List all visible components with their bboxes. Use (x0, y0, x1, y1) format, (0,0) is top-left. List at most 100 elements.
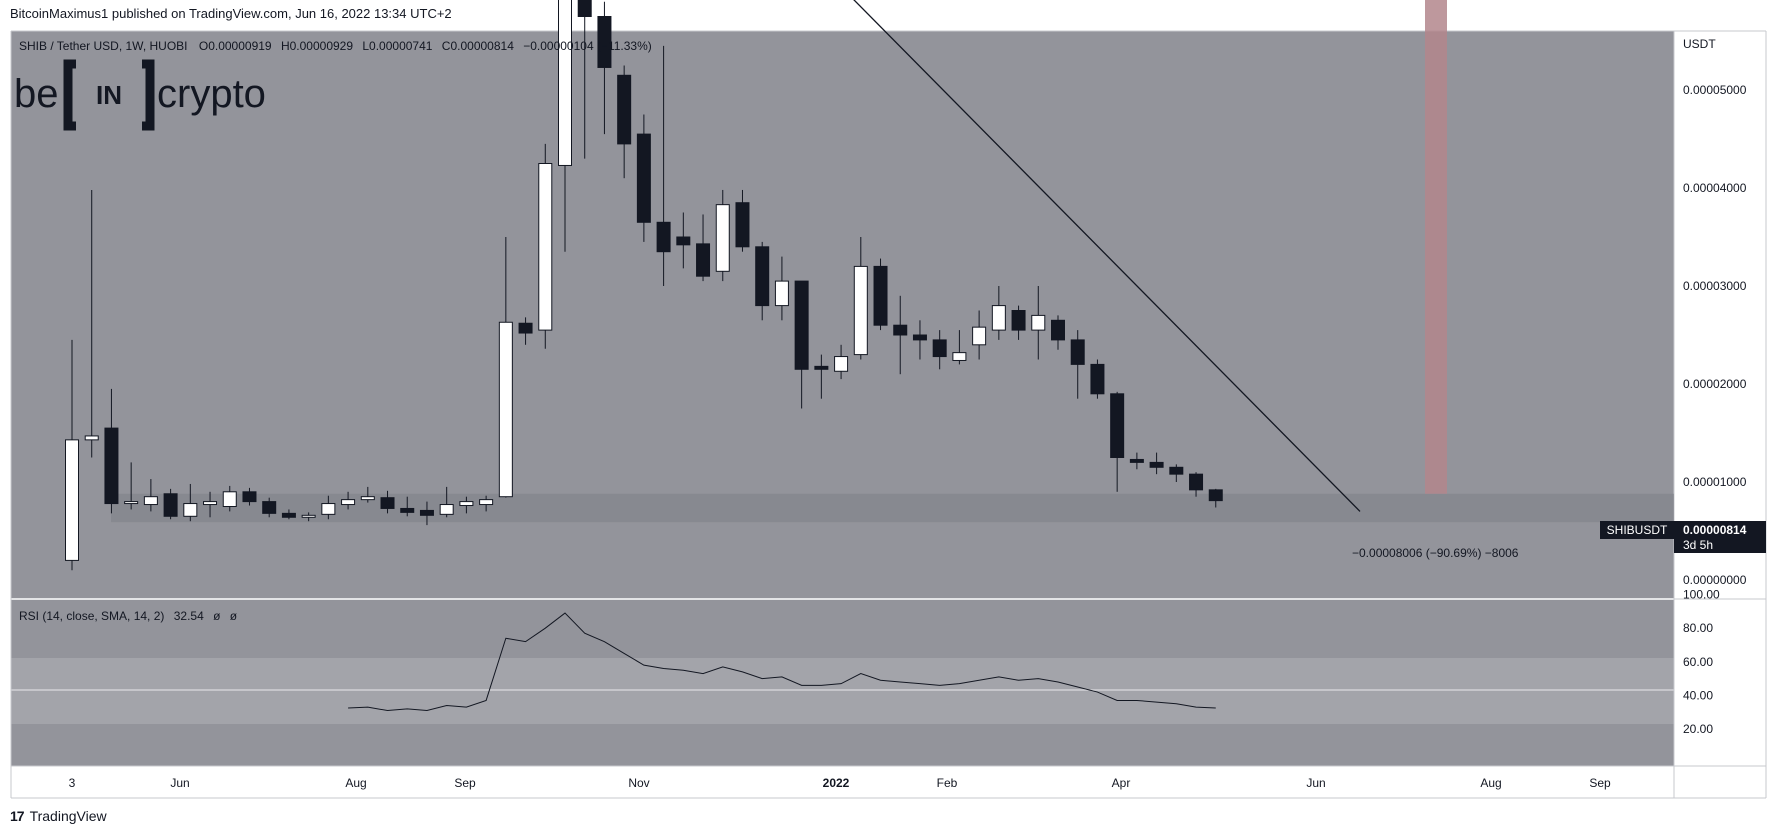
price-tick-label: 0.00000000 (1683, 573, 1747, 587)
x-axis-label: Jun (170, 776, 189, 790)
candle-down (755, 246, 770, 307)
x-axis-label: Aug (1480, 776, 1501, 790)
x-axis-label: 3 (69, 776, 76, 790)
candle-down (1149, 461, 1164, 468)
rsi-tick-label: 100.00 (1683, 588, 1720, 602)
candle-down (419, 509, 434, 516)
price-tick-label: 0.00005000 (1683, 83, 1747, 97)
open-value: 0.00000919 (208, 39, 272, 53)
high-label: H (281, 39, 290, 53)
tradingview-brand[interactable]: TradingView (29, 808, 107, 824)
rsi-tick-label: 40.00 (1683, 688, 1713, 702)
price-tick-label: 0.00003000 (1683, 279, 1747, 293)
candle-down (577, 0, 592, 17)
rsi-axis[interactable] (1674, 600, 1766, 766)
change-value: −0.00000104 (−11.33%) (523, 39, 652, 53)
logo-text-in: IN (96, 80, 122, 110)
candle-up (143, 496, 158, 506)
candle-up (853, 265, 868, 356)
rsi-line (348, 612, 1216, 712)
x-axis-label: Jun (1306, 776, 1325, 790)
price-tick-label: 0.00001000 (1683, 475, 1747, 489)
candle-down (1208, 489, 1223, 502)
candle-up (124, 501, 139, 505)
beincrypto-logo: be IN crypto (14, 59, 266, 131)
rsi-tick-label: 80.00 (1683, 621, 1713, 635)
candle-down (242, 491, 257, 503)
candle-up (774, 280, 789, 307)
candle-down (1011, 310, 1026, 331)
candle-down (1169, 466, 1184, 475)
price-tick-label: 0.00004000 (1683, 181, 1747, 195)
candle-down (1070, 339, 1085, 365)
candle-up (65, 439, 79, 561)
candle-down (794, 280, 809, 370)
candle-down (262, 501, 277, 514)
candle-down (1090, 363, 1105, 395)
rsi-extra-2: ø (230, 609, 238, 623)
candle-up (439, 504, 454, 515)
candle-down (1129, 458, 1144, 463)
x-axis-label: Sep (1589, 776, 1611, 790)
candle-up (183, 503, 198, 517)
candle-up (1031, 314, 1046, 331)
x-axis-label: Sep (454, 776, 476, 790)
candle-down (104, 427, 119, 505)
rsi-legend: RSI (14, close, SMA, 14, 2) 32.54 ø ø (19, 609, 238, 623)
candle-up (952, 352, 967, 361)
candle-down (814, 365, 829, 370)
x-axis-label: Nov (628, 776, 649, 790)
candle-up (341, 499, 356, 506)
rsi-label: RSI (14, close, SMA, 14, 2) (19, 609, 164, 623)
ohlc-legend: SHIB / Tether USD, 1W, HUOBI O0.00000919… (19, 39, 652, 53)
candle-up (972, 326, 987, 346)
candle-down (1110, 393, 1125, 458)
candle-down (400, 507, 415, 513)
candle-down (597, 16, 612, 68)
chart-canvas[interactable]: SHIB / Tether USD, 1W, HUOBI O0.00000919… (0, 0, 1777, 800)
candle-down (617, 74, 632, 145)
price-ticks: 0.000090000.000080000.000070000.00006000… (1683, 83, 1747, 587)
x-axis-label: 2022 (823, 776, 850, 790)
candle-up (301, 514, 316, 518)
high-value: 0.00000929 (290, 39, 354, 53)
candle-up (498, 321, 513, 498)
price-tag-symbol-box (1600, 521, 1674, 539)
target-zone-bar (1425, 0, 1447, 494)
tradingview-logo-icon: 17 (10, 808, 25, 824)
footer: 17 TradingView (10, 808, 107, 824)
candle-down (656, 221, 671, 253)
rsi-extra-1: ø (213, 609, 221, 623)
price-axis[interactable] (1674, 31, 1766, 598)
price-axis-unit: USDT (1683, 37, 1716, 51)
candle-down (932, 339, 947, 358)
candle-up (84, 435, 99, 441)
candle-down (163, 493, 178, 517)
candle-down (1051, 319, 1065, 341)
close-value: 0.00000814 (450, 39, 514, 53)
open-label: O (199, 39, 208, 53)
candle-up (991, 305, 1006, 331)
rsi-series (348, 612, 1216, 712)
rsi-ticks: 100.00 80.00 60.00 40.00 20.00 (1683, 588, 1720, 736)
candle-up (558, 0, 572, 166)
descending-resistance-line (853, 0, 1361, 512)
candle-up (834, 356, 849, 372)
price-tag-countdown: 3d 5h (1683, 538, 1713, 552)
x-axis-label: Feb (937, 776, 958, 790)
rsi-band (11, 658, 1674, 724)
time-axis[interactable] (11, 766, 1674, 798)
candle-up (222, 491, 237, 507)
support-zone (111, 493, 1674, 523)
price-tick-label: 0.00002000 (1683, 377, 1747, 391)
candle-up (203, 501, 218, 506)
close-label: C (442, 39, 451, 53)
candle-up (360, 496, 375, 501)
candle-down (735, 202, 750, 248)
candle-up (459, 501, 474, 507)
candle-down (676, 236, 691, 246)
candle-down (380, 497, 395, 509)
low-label: L (362, 39, 369, 53)
x-axis-label: Aug (345, 776, 366, 790)
x-axis-labels: 3 Jun Aug Sep Nov 2022 Feb Apr Jun Aug Sep (69, 776, 1611, 790)
